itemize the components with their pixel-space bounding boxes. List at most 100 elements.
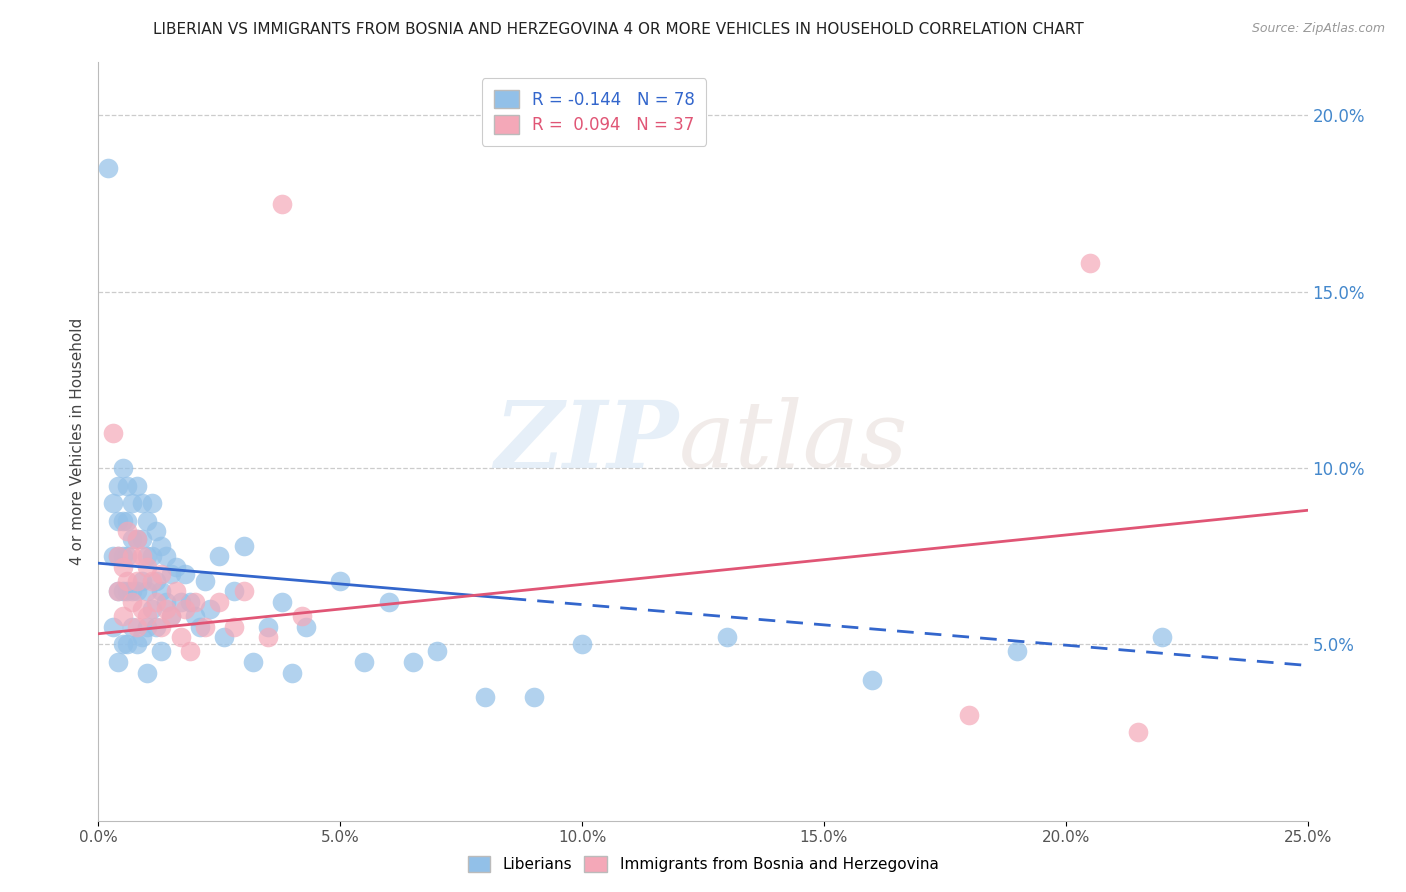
Point bbox=[117, 549, 139, 563]
Point bbox=[121, 549, 143, 563]
Text: ZIP: ZIP bbox=[495, 397, 679, 486]
Point bbox=[232, 539, 254, 553]
Point bbox=[474, 690, 496, 705]
Point bbox=[121, 584, 143, 599]
Point bbox=[107, 584, 129, 599]
Point bbox=[165, 584, 187, 599]
Point bbox=[117, 584, 139, 599]
Point bbox=[1007, 644, 1029, 658]
Point bbox=[131, 496, 153, 510]
Point bbox=[571, 637, 593, 651]
Point bbox=[329, 574, 352, 588]
Point bbox=[127, 584, 149, 599]
Point bbox=[117, 478, 139, 492]
Point bbox=[1128, 725, 1150, 739]
Point bbox=[135, 609, 157, 624]
Point bbox=[271, 595, 294, 609]
Point bbox=[131, 630, 153, 644]
Point bbox=[155, 595, 177, 609]
Point bbox=[111, 549, 134, 563]
Point bbox=[111, 461, 134, 475]
Point bbox=[165, 559, 187, 574]
Point bbox=[135, 665, 157, 680]
Point bbox=[179, 595, 201, 609]
Point bbox=[107, 584, 129, 599]
Point bbox=[111, 609, 134, 624]
Point bbox=[232, 584, 254, 599]
Point bbox=[212, 630, 235, 644]
Point bbox=[716, 630, 738, 644]
Point bbox=[111, 559, 134, 574]
Point bbox=[145, 524, 167, 539]
Point bbox=[101, 425, 124, 440]
Point bbox=[1078, 256, 1101, 270]
Point bbox=[150, 644, 173, 658]
Point bbox=[523, 690, 546, 705]
Point bbox=[198, 602, 221, 616]
Point bbox=[290, 609, 312, 624]
Point bbox=[160, 566, 183, 581]
Point bbox=[174, 566, 197, 581]
Point bbox=[402, 655, 425, 669]
Point bbox=[131, 602, 153, 616]
Point bbox=[97, 161, 120, 176]
Point bbox=[426, 644, 449, 658]
Point bbox=[111, 637, 134, 651]
Point bbox=[145, 620, 167, 634]
Point bbox=[160, 609, 183, 624]
Point bbox=[117, 524, 139, 539]
Point bbox=[377, 595, 399, 609]
Point bbox=[860, 673, 883, 687]
Point bbox=[101, 620, 124, 634]
Point bbox=[121, 532, 143, 546]
Point bbox=[184, 595, 207, 609]
Point bbox=[150, 584, 173, 599]
Point bbox=[150, 539, 173, 553]
Point bbox=[107, 549, 129, 563]
Point bbox=[121, 595, 143, 609]
Point bbox=[145, 595, 167, 609]
Point bbox=[155, 549, 177, 563]
Legend: R = -0.144   N = 78, R =  0.094   N = 37: R = -0.144 N = 78, R = 0.094 N = 37 bbox=[482, 78, 706, 145]
Point bbox=[107, 478, 129, 492]
Point bbox=[135, 620, 157, 634]
Point bbox=[131, 549, 153, 563]
Point bbox=[107, 655, 129, 669]
Point bbox=[141, 602, 163, 616]
Point bbox=[131, 532, 153, 546]
Point bbox=[242, 655, 264, 669]
Point bbox=[145, 574, 167, 588]
Point bbox=[150, 620, 173, 634]
Point bbox=[208, 549, 231, 563]
Point bbox=[160, 609, 183, 624]
Point bbox=[256, 630, 278, 644]
Point bbox=[135, 559, 157, 574]
Point bbox=[222, 620, 245, 634]
Point bbox=[353, 655, 375, 669]
Point bbox=[222, 584, 245, 599]
Point bbox=[107, 549, 129, 563]
Point bbox=[111, 514, 134, 528]
Point bbox=[127, 574, 149, 588]
Point bbox=[1152, 630, 1174, 644]
Point bbox=[150, 566, 173, 581]
Y-axis label: 4 or more Vehicles in Household: 4 or more Vehicles in Household bbox=[69, 318, 84, 566]
Text: LIBERIAN VS IMMIGRANTS FROM BOSNIA AND HERZEGOVINA 4 OR MORE VEHICLES IN HOUSEHO: LIBERIAN VS IMMIGRANTS FROM BOSNIA AND H… bbox=[153, 22, 1084, 37]
Point bbox=[101, 549, 124, 563]
Point bbox=[117, 637, 139, 651]
Point bbox=[141, 574, 163, 588]
Point bbox=[141, 496, 163, 510]
Legend: Liberians, Immigrants from Bosnia and Herzegovina: Liberians, Immigrants from Bosnia and He… bbox=[460, 848, 946, 880]
Text: atlas: atlas bbox=[679, 397, 908, 486]
Point bbox=[121, 496, 143, 510]
Point bbox=[135, 514, 157, 528]
Point bbox=[295, 620, 318, 634]
Point bbox=[188, 620, 211, 634]
Point bbox=[141, 549, 163, 563]
Point bbox=[281, 665, 304, 680]
Point bbox=[127, 532, 149, 546]
Point bbox=[169, 595, 191, 609]
Point bbox=[179, 644, 201, 658]
Point bbox=[194, 574, 217, 588]
Point bbox=[957, 707, 980, 722]
